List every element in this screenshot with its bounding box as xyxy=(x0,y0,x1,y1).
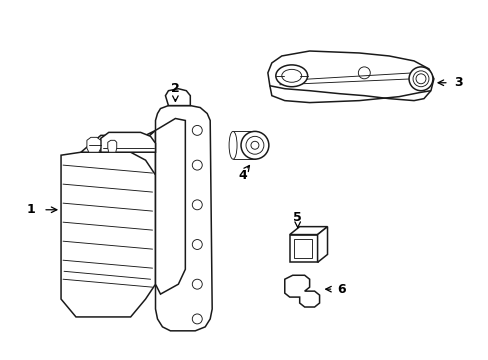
Text: 2: 2 xyxy=(171,82,180,95)
Text: 4: 4 xyxy=(238,168,247,181)
Polygon shape xyxy=(289,227,327,235)
Polygon shape xyxy=(61,152,155,317)
Text: 6: 6 xyxy=(336,283,345,296)
Ellipse shape xyxy=(228,131,237,159)
Polygon shape xyxy=(165,89,190,105)
Polygon shape xyxy=(155,105,212,331)
Text: 3: 3 xyxy=(453,76,462,89)
Text: 1: 1 xyxy=(27,203,36,216)
Polygon shape xyxy=(284,275,319,307)
Polygon shape xyxy=(155,118,185,294)
Polygon shape xyxy=(267,51,433,100)
Ellipse shape xyxy=(275,65,307,87)
Polygon shape xyxy=(81,130,155,152)
Polygon shape xyxy=(107,140,117,152)
Polygon shape xyxy=(87,137,101,152)
Polygon shape xyxy=(317,227,327,262)
Text: 5: 5 xyxy=(293,211,302,224)
Polygon shape xyxy=(289,235,317,262)
Polygon shape xyxy=(101,132,155,152)
Ellipse shape xyxy=(408,67,432,91)
Ellipse shape xyxy=(241,131,268,159)
